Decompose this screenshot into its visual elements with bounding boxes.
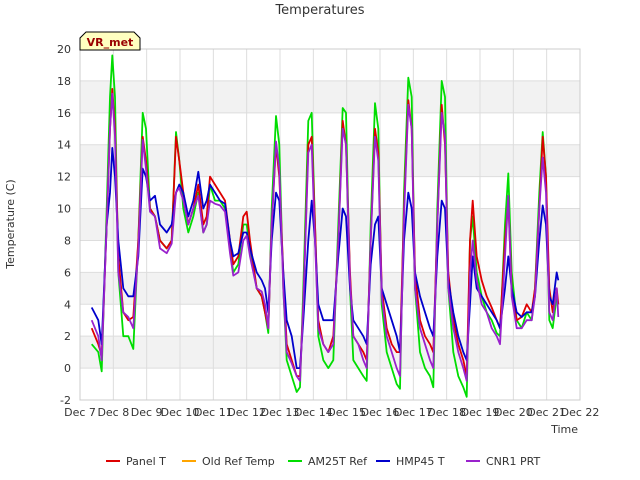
x-tick-label: Dec 11 [194, 406, 233, 419]
background-band [80, 144, 580, 177]
legend: Panel T Old Ref Temp AM25T Ref HMP45 T CNR1 … [106, 455, 541, 468]
y-tick-label: 10 [57, 203, 71, 216]
x-tick-label: Dec 20 [494, 406, 533, 419]
series-line-panel-t [90, 88, 560, 377]
y-tick-label: 2 [64, 330, 71, 343]
y-tick-label: 16 [57, 107, 71, 120]
y-tick-label: 6 [64, 266, 71, 279]
y-axis-ticks: -2 0 2 4 6 8 10 12 14 16 18 20 [57, 43, 71, 407]
y-tick-label: 20 [57, 43, 71, 56]
background-band [80, 49, 580, 81]
x-tick-label: Dec 10 [161, 406, 200, 419]
series-line-cnr1-prt [90, 92, 560, 382]
x-tick-label: Dec 22 [561, 406, 600, 419]
x-tick-label: Dec 18 [427, 406, 466, 419]
x-tick-label: Dec 16 [361, 406, 400, 419]
x-axis-label: Time [550, 423, 578, 436]
x-tick-label: Dec 8 [97, 406, 129, 419]
y-tick-label: 14 [57, 139, 71, 152]
y-axis-label: Temperature (C) [4, 179, 17, 269]
x-tick-label: Dec 9 [131, 406, 163, 419]
plot-background-bands [80, 49, 580, 400]
x-tick-label: Dec 19 [461, 406, 500, 419]
x-tick-label: Dec 7 [64, 406, 96, 419]
plot-area-frame [79, 48, 581, 401]
series-lines [90, 54, 560, 398]
x-tick-label: Dec 15 [327, 406, 366, 419]
background-band [80, 368, 580, 400]
legend-label: AM25T Ref [308, 455, 368, 468]
background-band [80, 208, 580, 241]
legend-label: Old Ref Temp [202, 455, 275, 468]
chart-title: Temperatures [274, 3, 364, 18]
site-label-badge: VR_met [79, 31, 141, 51]
legend-label: CNR1 PRT [486, 455, 541, 468]
legend-label: HMP45 T [396, 455, 445, 468]
site-label-box [79, 31, 141, 51]
y-tick-label: 12 [57, 171, 71, 184]
background-band [80, 272, 580, 305]
y-tick-label: 4 [64, 298, 71, 311]
y-tick-label: 18 [57, 75, 71, 88]
legend-label: Panel T [126, 455, 166, 468]
background-band [80, 176, 580, 209]
y-tick-label: 0 [64, 362, 71, 375]
y-tick-label: 8 [64, 234, 71, 247]
y-tick-label: -2 [60, 394, 71, 407]
background-band [80, 336, 580, 369]
background-band [80, 80, 580, 113]
x-tick-label: Dec 12 [227, 406, 266, 419]
background-band [80, 112, 580, 145]
x-tick-label: Dec 17 [394, 406, 433, 419]
x-tick-label: Dec 13 [261, 406, 300, 419]
x-tick-label: Dec 14 [294, 406, 333, 419]
site-label-text: VR_met [87, 36, 134, 49]
x-tick-label: Dec 21 [527, 406, 566, 419]
